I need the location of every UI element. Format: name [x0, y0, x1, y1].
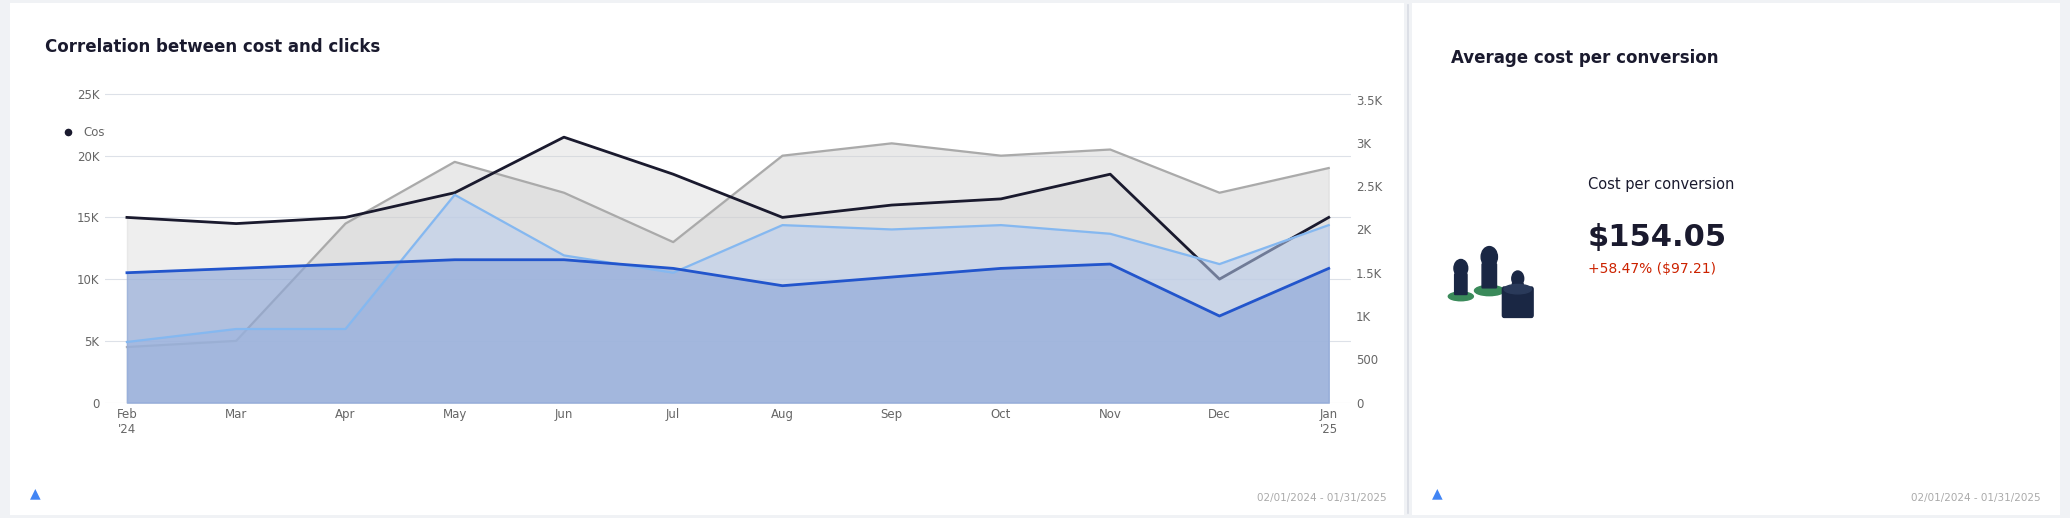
Text: +58.47% ($97.21): +58.47% ($97.21) — [1588, 262, 1716, 276]
Circle shape — [1511, 271, 1524, 286]
Text: 02/01/2024 - 01/31/2025: 02/01/2024 - 01/31/2025 — [1256, 493, 1387, 502]
Circle shape — [1482, 247, 1497, 267]
Circle shape — [1453, 260, 1468, 277]
Text: Average cost per conversion: Average cost per conversion — [1451, 49, 1718, 67]
Legend: Cost, Cost (Previous), Clicks, Clicks (Previous): Cost, Cost (Previous), Clicks, Clicks (P… — [52, 121, 445, 144]
FancyBboxPatch shape — [1482, 264, 1497, 288]
Text: ▲: ▲ — [31, 486, 41, 500]
Text: $154.05: $154.05 — [1588, 223, 1726, 252]
Ellipse shape — [1505, 284, 1532, 294]
FancyBboxPatch shape — [1455, 274, 1468, 295]
FancyBboxPatch shape — [1503, 287, 1534, 318]
Text: Cost per conversion: Cost per conversion — [1588, 177, 1735, 192]
Text: ▲: ▲ — [1432, 486, 1443, 500]
Text: Correlation between cost and clicks: Correlation between cost and clicks — [46, 38, 381, 56]
Ellipse shape — [1474, 285, 1505, 296]
Text: 02/01/2024 - 01/31/2025: 02/01/2024 - 01/31/2025 — [1911, 493, 2041, 502]
FancyBboxPatch shape — [1513, 283, 1524, 301]
Ellipse shape — [1449, 292, 1474, 301]
